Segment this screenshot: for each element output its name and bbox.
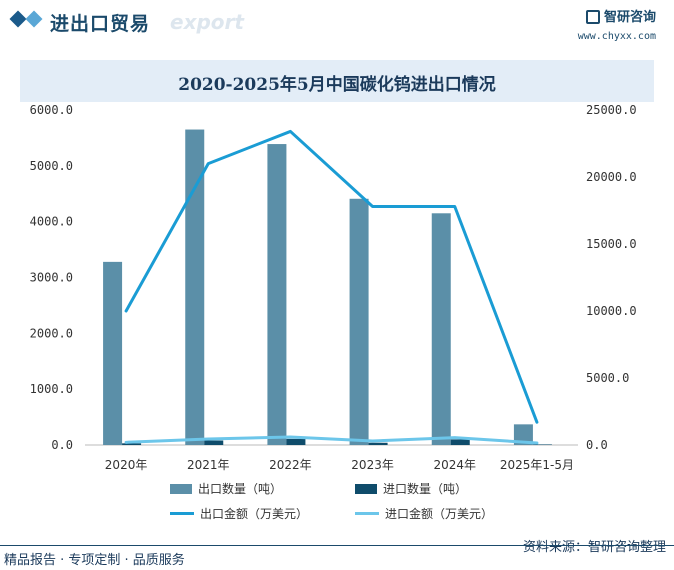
bar: [122, 443, 142, 445]
header-bar: 进出口贸易 export 智研咨询 www.chyxx.com: [0, 0, 674, 50]
bar: [431, 213, 451, 445]
x-tick-label: 2020年: [105, 458, 148, 472]
legend-item-export-amt: 出口金额（万美元）: [170, 505, 308, 522]
series-line: [124, 435, 539, 445]
legend-label: 出口数量（吨）: [198, 482, 283, 496]
legend-item-export-qty: 出口数量（吨）: [170, 480, 282, 497]
brand-name: 智研咨询: [603, 10, 656, 25]
bar: [267, 144, 287, 445]
legend-swatch: [170, 512, 194, 515]
bar: [286, 438, 306, 445]
y-right-tick-label: 0.0: [586, 438, 608, 452]
y-left-tick-label: 6000.0: [30, 103, 73, 117]
legend-swatch: [355, 483, 377, 494]
y-right-tick-label: 20000.0: [586, 170, 637, 184]
bar: [450, 439, 470, 445]
chart-title: 2020-2025年5月中国碳化钨进出口情况: [178, 75, 496, 95]
x-tick-label: 2021年: [187, 458, 230, 472]
legend-label: 进口金额（万美元）: [385, 507, 494, 521]
x-tick-label: 2023年: [351, 458, 394, 472]
footer-divider: [0, 545, 674, 546]
legend-label: 进口数量（吨）: [383, 482, 468, 496]
y-left-tick-label: 1000.0: [30, 382, 73, 396]
y-right-tick-label: 10000.0: [586, 304, 637, 318]
section-title: 进出口贸易: [50, 13, 151, 35]
y-left-tick-label: 3000.0: [30, 271, 73, 285]
bar: [368, 442, 388, 445]
brand-url: www.chyxx.com: [577, 31, 656, 42]
bar: [349, 198, 369, 445]
bar: [103, 261, 123, 445]
source-note: 资料来源：智研咨询整理: [522, 540, 666, 555]
legend-item-import-amt: 进口金额（万美元）: [355, 505, 493, 522]
legend-item-import-qty: 进口数量（吨）: [355, 480, 467, 497]
x-tick-label: 2025年1-5月: [500, 458, 574, 472]
y-left-tick-label: 4000.0: [30, 215, 73, 229]
header-watermark: export: [170, 10, 244, 34]
y-right-tick-label: 15000.0: [586, 237, 637, 251]
bar: [204, 440, 224, 445]
footer-slogan: 精品报告 · 专项定制 · 品质服务: [4, 553, 185, 568]
series-line: [124, 129, 539, 424]
x-tick-label: 2024年: [433, 458, 476, 472]
y-left-tick-label: 2000.0: [30, 326, 73, 340]
x-tick-label: 2022年: [269, 458, 312, 472]
legend-label: 出口金额（万美元）: [200, 507, 309, 521]
chart-title-band: 2020-2025年5月中国碳化钨进出口情况: [20, 60, 654, 102]
brand: 智研咨询 www.chyxx.com: [578, 6, 656, 42]
legend-swatch: [170, 483, 192, 494]
legend-swatch: [355, 512, 379, 515]
y-left-tick-label: 0.0: [51, 438, 73, 452]
brand-logo-icon: [585, 10, 600, 24]
bar: [185, 129, 205, 445]
bar: [532, 444, 552, 445]
y-left-tick-label: 5000.0: [30, 159, 73, 173]
bar: [513, 424, 533, 445]
y-right-tick-label: 25000.0: [586, 103, 637, 117]
y-right-tick-label: 5000.0: [586, 371, 629, 385]
